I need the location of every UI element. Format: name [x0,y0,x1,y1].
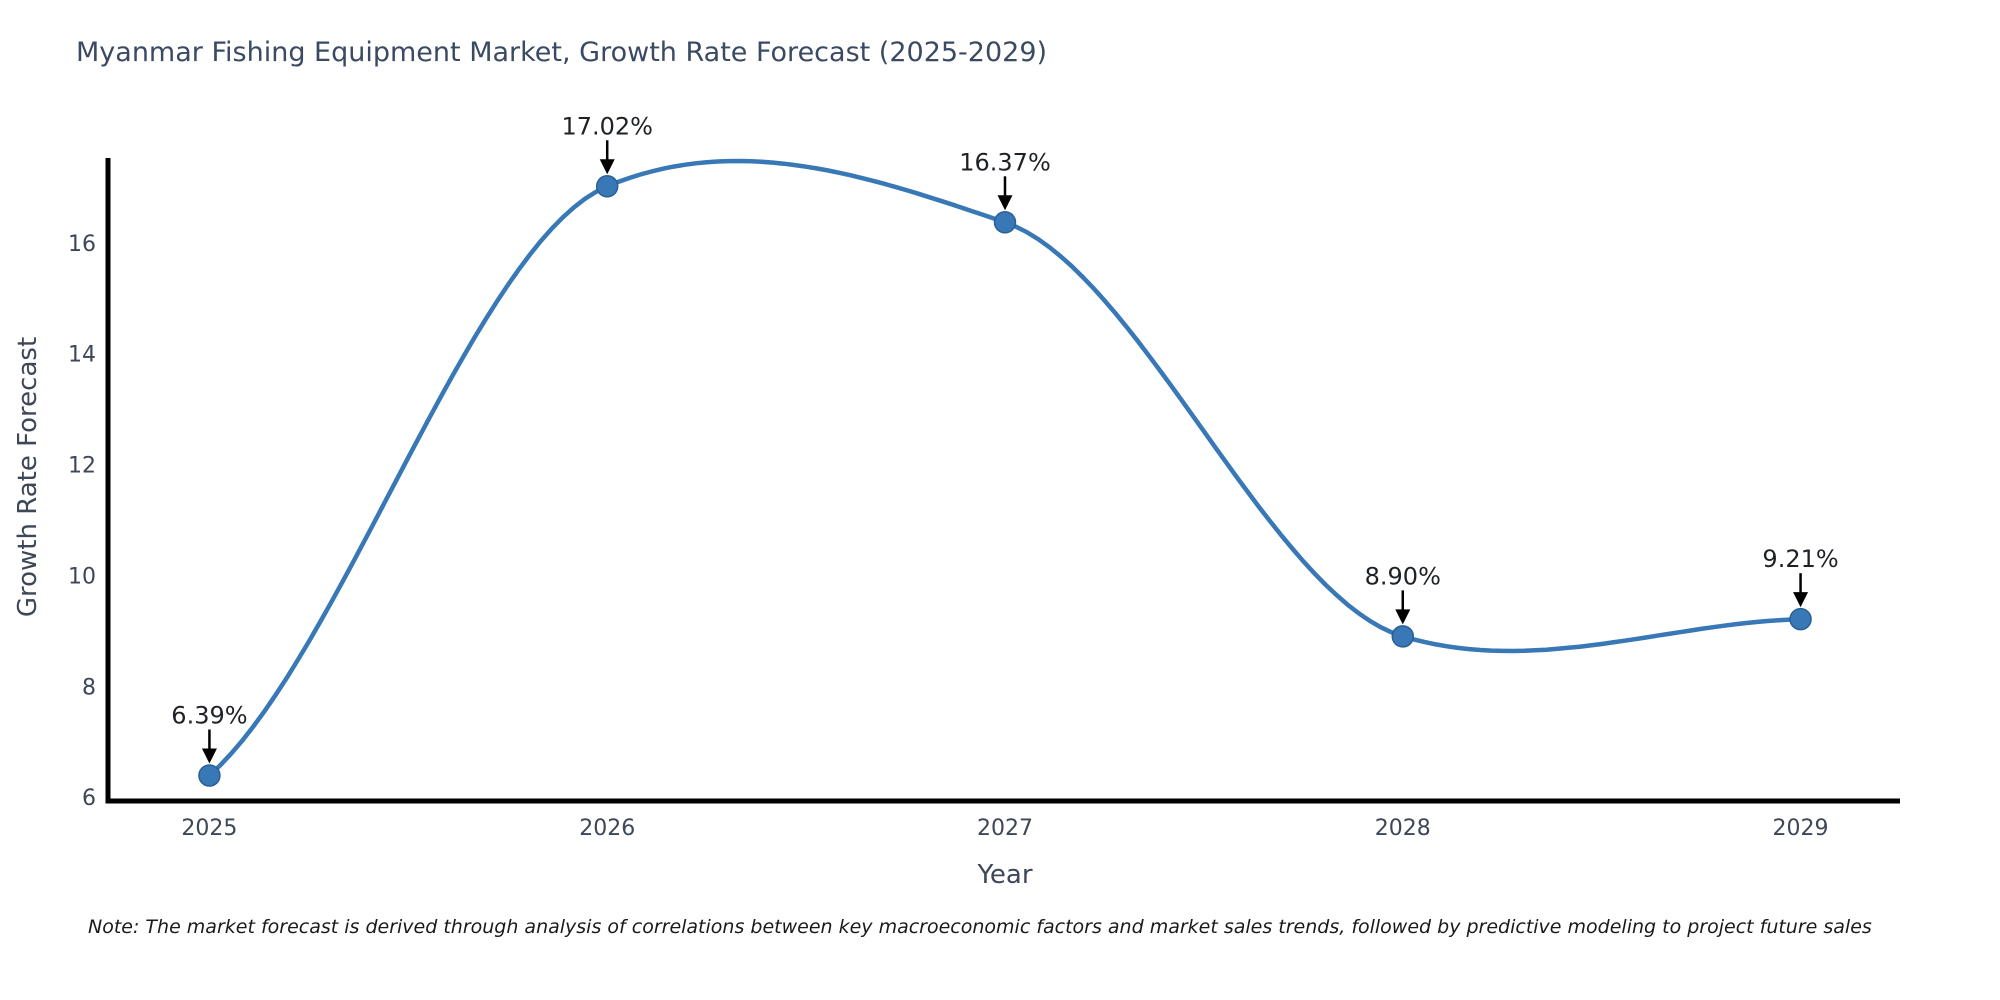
chart-title: Myanmar Fishing Equipment Market, Growth… [76,37,1048,68]
footnote: Note: The market forecast is derived thr… [88,916,1872,938]
y-tick-labels: 6 8 10 12 14 16 [68,232,96,811]
y-tick-label: 6 [82,786,96,811]
data-point-label: 6.39% [171,702,247,730]
annotation-arrowhead-icon [1395,609,1411,625]
y-tick-label: 14 [68,343,96,368]
x-tick-label: 2028 [1375,816,1431,841]
x-tick-label: 2026 [579,816,635,841]
annotation-arrowhead-icon [599,159,615,175]
annotation-arrowhead-icon [997,195,1013,211]
data-point-label: 17.02% [561,112,653,140]
data-point-marker [993,211,1017,234]
data-point-marker [595,175,619,198]
y-tick-label: 12 [68,454,96,479]
data-point-marker [1789,607,1812,631]
y-tick-label: 8 [82,675,96,700]
data-point-marker [1391,625,1415,648]
annotation-arrowhead-icon [201,748,217,764]
data-point-label: 16.37% [959,148,1051,176]
x-tick-labels: 2025 2026 2027 2028 2029 [181,816,1828,841]
data-point-label: 9.21% [1762,545,1838,573]
data-point-marker [198,764,221,787]
line-series [207,158,1803,778]
y-tick-label: 10 [68,564,96,589]
x-tick-label: 2027 [977,816,1033,841]
forecast-line [207,158,1803,778]
data-point-markers [198,175,1812,787]
y-tick-label: 16 [68,232,96,257]
x-axis-title: Year [977,860,1033,890]
annotation-arrowhead-icon [1793,592,1809,608]
data-point-label: 8.90% [1365,562,1441,590]
x-tick-label: 2029 [1773,816,1829,841]
x-tick-label: 2025 [181,816,237,841]
data-point-annotations: 6.39% 17.02% 16.37% 8.90% 9.21% [171,112,1839,764]
